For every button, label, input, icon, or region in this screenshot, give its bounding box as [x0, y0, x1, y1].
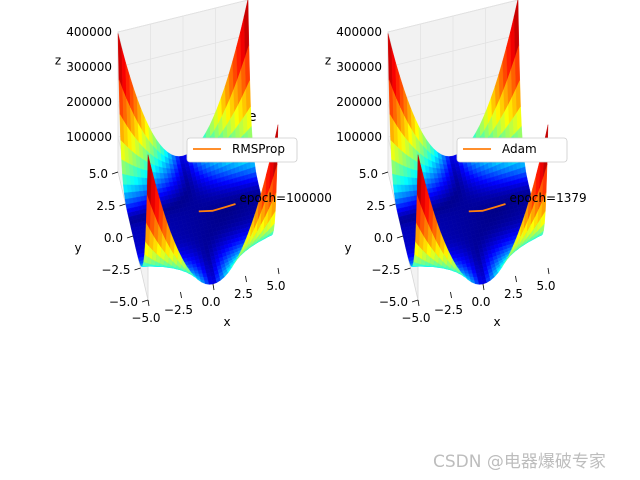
z-axis-label: z — [325, 54, 331, 68]
legend-box — [186, 137, 298, 163]
legend: RMSProp — [186, 137, 298, 163]
subplot-1: RMSProp in Bealeepoch=100000−5.0−2.50.02… — [55, 0, 332, 329]
y-tick-label: −2.5 — [371, 263, 400, 277]
x-axis-label: x — [223, 315, 230, 329]
z-tick-label: 200000 — [336, 95, 382, 109]
y-tick — [381, 171, 389, 175]
y-axis-label: y — [344, 241, 351, 255]
x-tick — [147, 299, 150, 307]
x-tick — [277, 267, 280, 275]
x-tick-label: −2.5 — [434, 303, 463, 317]
y-tick — [389, 203, 396, 207]
x-tick-label: 2.5 — [234, 287, 253, 301]
surface — [117, 0, 279, 285]
z-tick-label: 400000 — [336, 25, 382, 39]
y-tick-label: 0.0 — [104, 231, 123, 245]
x-axis-label: x — [493, 315, 500, 329]
y-tick — [134, 267, 141, 271]
legend: Adam — [456, 137, 568, 163]
x-tick-label: −5.0 — [401, 311, 430, 325]
x-tick-label: 5.0 — [266, 279, 285, 293]
legend-box — [456, 137, 568, 163]
x-tick — [180, 291, 182, 299]
z-tick-label: 300000 — [336, 60, 382, 74]
subplot-2: Adam in Bealeepoch=1379−5.0−2.50.02.55.0… — [325, 0, 587, 329]
y-tick-label: 0.0 — [374, 231, 393, 245]
z-axis-label: z — [55, 54, 61, 68]
x-tick-label: −2.5 — [164, 303, 193, 317]
x-tick — [515, 275, 517, 283]
watermark-text: CSDN @电器爆破专家 — [433, 452, 606, 472]
x-tick — [450, 291, 452, 299]
x-tick — [547, 267, 550, 275]
y-tick — [396, 235, 404, 239]
y-tick-label: 2.5 — [366, 199, 385, 213]
y-tick-label: −5.0 — [379, 295, 408, 309]
legend-label: RMSProp — [232, 142, 285, 156]
y-tick — [111, 171, 119, 175]
z-tick-label: 400000 — [66, 25, 112, 39]
y-tick-label: 2.5 — [96, 199, 115, 213]
x-tick — [212, 283, 215, 291]
z-tick-label: 300000 — [66, 60, 112, 74]
z-tick-label: 100000 — [336, 130, 382, 144]
epoch-annotation: epoch=1379 — [510, 191, 587, 205]
x-tick-label: −5.0 — [131, 311, 160, 325]
y-tick-label: −5.0 — [109, 295, 138, 309]
y-axis-label: y — [74, 241, 81, 255]
x-tick — [245, 275, 247, 283]
y-tick — [126, 235, 134, 239]
z-tick-label: 200000 — [66, 95, 112, 109]
x-tick-label: 5.0 — [536, 279, 555, 293]
optimizer-path — [198, 203, 236, 213]
y-tick — [404, 267, 411, 271]
x-tick-label: 2.5 — [504, 287, 523, 301]
y-tick-label: 5.0 — [89, 167, 108, 181]
x-tick-label: 0.0 — [471, 295, 490, 309]
y-tick-label: 5.0 — [359, 167, 378, 181]
epoch-annotation: epoch=100000 — [240, 191, 332, 205]
optimizer-path — [468, 203, 506, 213]
y-tick — [141, 299, 149, 303]
y-tick-label: −2.5 — [101, 263, 130, 277]
x-tick — [417, 299, 420, 307]
x-tick — [482, 283, 485, 291]
x-tick-label: 0.0 — [201, 295, 220, 309]
y-tick — [119, 203, 126, 207]
z-tick-label: 100000 — [66, 130, 112, 144]
y-tick — [411, 299, 419, 303]
legend-label: Adam — [502, 142, 537, 156]
